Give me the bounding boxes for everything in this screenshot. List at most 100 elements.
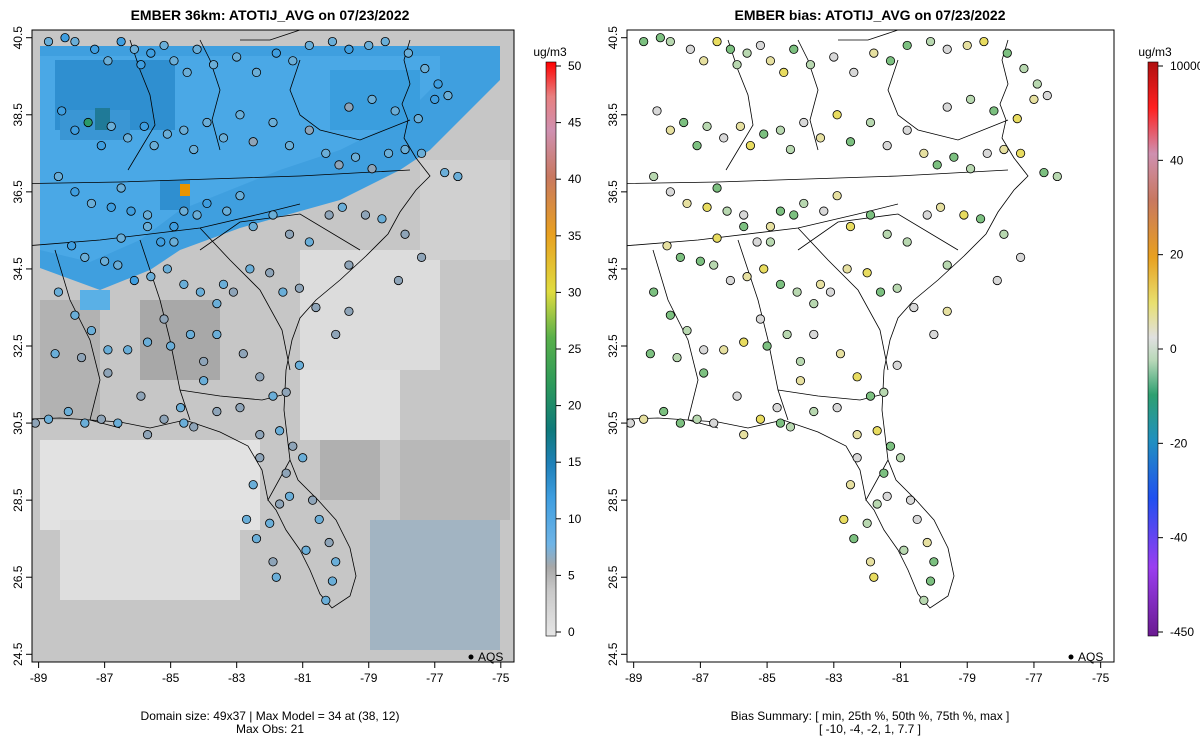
right-station-marker [799,117,809,128]
left-station-marker [311,302,321,313]
right-station-marker [702,121,712,131]
left-station-marker [337,202,347,212]
left-station-marker [80,418,90,428]
left-station-marker [179,418,189,428]
right-station-marker [899,545,909,555]
right-y-tick-label: 30.5 [606,411,620,435]
left-station-marker [281,387,291,397]
left-station-marker [298,453,308,463]
left-station-marker [344,44,354,54]
left-station-marker [245,264,255,274]
left-station-marker [321,148,331,158]
left-station-marker [189,422,199,432]
right-station-marker [752,237,762,247]
left-station-marker [271,572,281,582]
right-station-marker [865,117,876,128]
right-station-marker [932,160,942,170]
left-station-marker [192,44,202,54]
left-station-marker [70,310,80,320]
left-station-marker [169,237,179,247]
right-y-tick-label: 26.5 [606,565,620,589]
right-station-marker [929,329,939,340]
left-station-marker [255,372,265,382]
left-station-marker [70,125,80,135]
left-colorbar-label: 20 [568,399,582,413]
right-station-marker [942,260,952,270]
right-station-marker [815,133,826,143]
right-station-marker [832,110,842,120]
right-station-marker [679,117,689,128]
left-colorbar-label: 15 [568,455,582,469]
left-station-marker [228,287,238,297]
right-station-marker [999,144,1009,155]
left-station-marker [268,210,278,220]
left-y-tick-label: 34.5 [11,257,25,281]
left-station-marker [367,164,377,174]
left-station-marker [166,341,176,351]
left-station-marker [142,337,153,347]
left-station-marker [255,453,265,463]
right-station-marker [772,403,782,413]
right-station-marker [789,210,799,220]
right-station-marker [912,514,922,525]
right-station-marker [979,36,989,47]
left-station-marker [96,141,106,151]
right-station-marker [809,329,819,340]
left-footer-line1: Domain size: 49x37 | Max Model = 34 at (… [141,709,400,723]
left-station-marker [232,52,242,62]
right-station-marker [902,40,912,51]
left-y-tick-label: 26.5 [11,565,25,589]
left-station-marker [202,117,212,128]
left-x-tick-label: -75 [492,671,510,685]
left-station-marker [103,345,113,355]
left-station-marker [235,191,245,201]
left-station-marker [440,167,450,178]
right-station-marker [695,256,705,266]
left-station-marker [212,329,222,340]
left-station-marker [175,403,186,413]
left-station-marker [413,114,423,124]
right-station-marker [959,210,969,220]
left-y-tick-label: 32.5 [11,334,25,358]
left-station-marker [199,356,209,367]
right-station-marker [809,299,819,309]
right-station-marker [627,418,635,428]
left-station-marker [60,33,70,43]
left-x-tick-label: -83 [228,671,246,685]
right-station-marker [745,141,756,151]
right-station-marker [845,480,856,490]
left-station-marker [218,133,229,143]
right-station-marker [925,576,936,586]
right-station-marker [869,48,879,58]
right-station-marker [902,237,912,247]
right-station-marker [785,144,796,155]
right-station-marker [755,40,766,51]
left-station-marker [251,534,262,544]
left-x-tick-label: -81 [294,671,312,685]
left-station-marker [80,252,90,262]
left-station-marker [159,40,169,51]
left-station-marker [199,376,209,386]
right-x-tick-label: -75 [1092,671,1110,685]
right-station-marker [779,67,789,77]
left-station-marker [67,241,77,251]
left-station-marker [275,426,285,436]
left-station-marker [218,279,229,289]
right-station-marker [879,468,889,478]
left-station-marker [314,514,324,525]
left-station-marker [443,90,453,101]
right-station-marker [712,36,722,47]
right-station-marker [852,372,862,382]
left-station-marker [116,233,126,243]
left-station-marker [248,221,258,232]
left-station-marker [179,279,189,289]
left-station-marker [284,141,295,151]
left-footer-line2: Max Obs: 21 [236,722,304,736]
right-station-marker [662,241,672,251]
left-station-marker [123,345,133,355]
right-station-marker [739,337,749,347]
left-station-marker [53,287,64,297]
left-colorbar-label: 30 [568,285,582,299]
right-x-tick-label: -81 [892,671,910,685]
